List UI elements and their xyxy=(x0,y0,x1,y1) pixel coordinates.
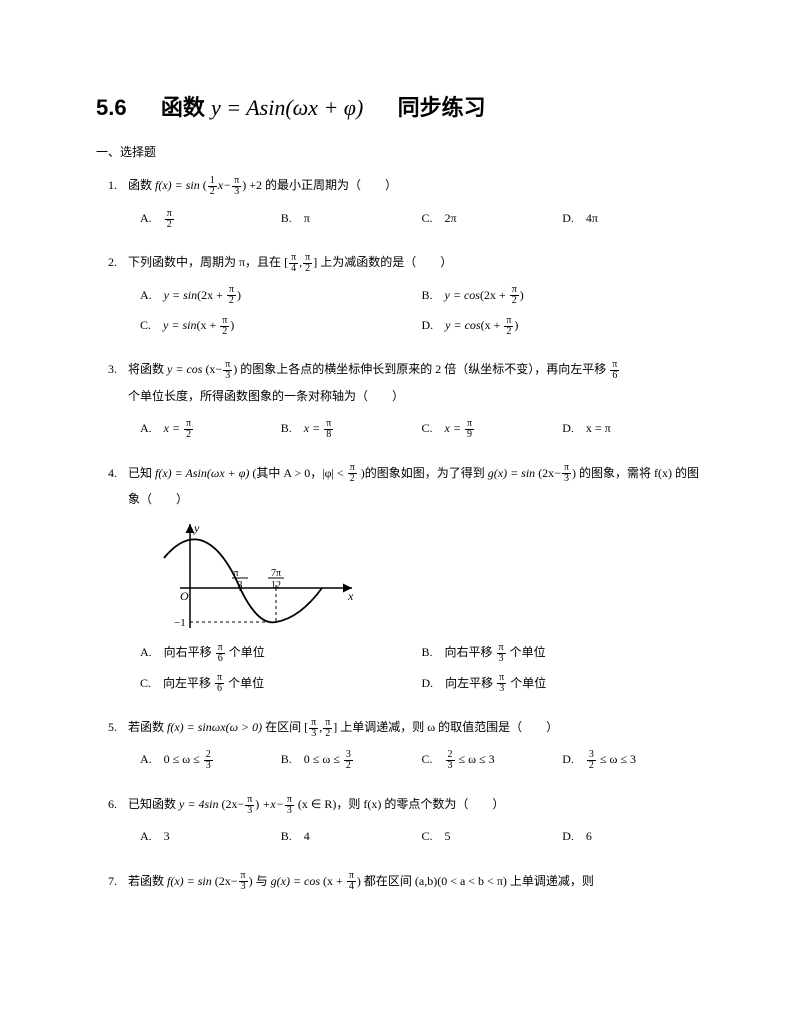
question-6: 6. 已知函数 y = 4sin (2x−π3) +x−π3 (x ∈ R)，则… xyxy=(114,791,703,854)
title-num: 5.6 xyxy=(96,95,127,120)
svg-text:3: 3 xyxy=(238,580,243,591)
q2-opt-c: C. y = sin(x + π2) xyxy=(140,312,422,338)
q3-opt-d: D. x = π xyxy=(562,415,703,441)
q1-text: 函数 f(x) = sin (12x−π3) +2 的最小正周期为（ ） xyxy=(128,178,397,192)
q7-num: 7. xyxy=(108,868,117,894)
q4-opt-d: D. 向左平移 π3 个单位 xyxy=(422,670,704,696)
q3-opt-b: B. x = π8 xyxy=(281,415,422,441)
svg-text:−1: −1 xyxy=(174,617,186,629)
title-t2: 同步练习 xyxy=(398,95,486,120)
q4-num: 4. xyxy=(108,460,117,486)
svg-text:x: x xyxy=(347,589,354,603)
q4-options: A. 向右平移 π6 个单位 B. 向右平移 π3 个单位 C. 向左平移 π6… xyxy=(128,639,703,700)
q1-options: A. π2 B. π C. 2π D. 4π xyxy=(128,205,703,235)
q5-opt-a: A. 0 ≤ ω ≤ 23 xyxy=(140,746,281,772)
title-math: y = Asin(ωx + φ) xyxy=(211,95,363,120)
svg-text:7π: 7π xyxy=(271,568,281,579)
q2-opt-a: A. y = sin(2x + π2) xyxy=(140,282,422,308)
q6-opt-b: B. 4 xyxy=(281,823,422,849)
question-4: 4. 已知 f(x) = Asin(ωx + φ) (其中 A > 0，|φ| … xyxy=(114,460,703,701)
svg-text:O: O xyxy=(180,589,189,603)
question-7: 7. 若函数 f(x) = sin (2x−π3) 与 g(x) = cos (… xyxy=(114,868,703,894)
q1-opt-d: D. 4π xyxy=(562,205,703,231)
title-t1: 函数 xyxy=(161,95,205,120)
q1-opt-b: B. π xyxy=(281,205,422,231)
svg-text:y: y xyxy=(193,521,200,535)
q4-chart: y x O −1 π 3 7π 12 xyxy=(152,518,703,633)
q1-opt-a: A. π2 xyxy=(140,205,281,231)
q3-opt-a: A. x = π2 xyxy=(140,415,281,441)
q4-opt-b: B. 向右平移 π3 个单位 xyxy=(422,639,704,665)
q3-opt-c: C. x = π9 xyxy=(422,415,563,441)
q7-text: 若函数 f(x) = sin (2x−π3) 与 g(x) = cos (x +… xyxy=(128,874,594,888)
q2-text: 下列函数中，周期为 π，且在 [π4,π2] 上为减函数的是（ ） xyxy=(128,255,452,269)
q4-opt-a: A. 向右平移 π6 个单位 xyxy=(140,639,422,665)
q3-text: 将函数 y = cos (x−π3) 的图象上各点的横坐标伸长到原来的 2 倍（… xyxy=(128,362,620,376)
q1-num: 1. xyxy=(108,172,117,198)
q4-text: 已知 f(x) = Asin(ωx + φ) (其中 A > 0，|φ| < π… xyxy=(128,466,699,506)
q3-line2: 个单位长度，所得函数图象的一条对称轴为（ ） xyxy=(128,383,703,409)
q6-options: A. 3 B. 4 C. 5 D. 6 xyxy=(128,823,703,853)
q5-opt-b: B. 0 ≤ ω ≤ 32 xyxy=(281,746,422,772)
q5-num: 5. xyxy=(108,714,117,740)
q3-options: A. x = π2 B. x = π8 C. x = π9 D. x = π xyxy=(128,415,703,445)
q5-opt-c: C. 23 ≤ ω ≤ 3 xyxy=(422,746,563,772)
q1-opt-c: C. 2π xyxy=(422,205,563,231)
q2-num: 2. xyxy=(108,249,117,275)
q5-text: 若函数 f(x) = sinωx(ω > 0) 在区间 [π3,π2] 上单调递… xyxy=(128,720,558,734)
q5-opt-d: D. 32 ≤ ω ≤ 3 xyxy=(562,746,703,772)
q5-options: A. 0 ≤ ω ≤ 23 B. 0 ≤ ω ≤ 32 C. 23 ≤ ω ≤ … xyxy=(128,746,703,776)
q4-opt-c: C. 向左平移 π6 个单位 xyxy=(140,670,422,696)
question-3: 3. 将函数 y = cos (x−π3) 的图象上各点的横坐标伸长到原来的 2… xyxy=(114,356,703,445)
q3-num: 3. xyxy=(108,356,117,382)
page-title: 5.6 函数 y = Asin(ωx + φ) 同步练习 xyxy=(96,90,703,125)
section-heading: 一、选择题 xyxy=(96,143,703,162)
q6-text: 已知函数 y = 4sin (2x−π3) +x−π3 (x ∈ R)，则 f(… xyxy=(128,797,504,811)
q6-num: 6. xyxy=(108,791,117,817)
q6-opt-c: C. 5 xyxy=(422,823,563,849)
q6-opt-a: A. 3 xyxy=(140,823,281,849)
q6-opt-d: D. 6 xyxy=(562,823,703,849)
q2-opt-d: D. y = cos(x + π2) xyxy=(422,312,704,338)
q2-opt-b: B. y = cos(2x + π2) xyxy=(422,282,704,308)
question-1: 1. 函数 f(x) = sin (12x−π3) +2 的最小正周期为（ ） … xyxy=(114,172,703,235)
sine-graph-icon: y x O −1 π 3 7π 12 xyxy=(152,518,362,633)
question-list: 1. 函数 f(x) = sin (12x−π3) +2 的最小正周期为（ ） … xyxy=(96,172,703,894)
question-5: 5. 若函数 f(x) = sinωx(ω > 0) 在区间 [π3,π2] 上… xyxy=(114,714,703,777)
question-2: 2. 下列函数中，周期为 π，且在 [π4,π2] 上为减函数的是（ ） A. … xyxy=(114,249,703,342)
q2-options: A. y = sin(2x + π2) B. y = cos(2x + π2) … xyxy=(128,282,703,343)
svg-text:π: π xyxy=(233,568,238,579)
svg-text:12: 12 xyxy=(271,580,281,591)
